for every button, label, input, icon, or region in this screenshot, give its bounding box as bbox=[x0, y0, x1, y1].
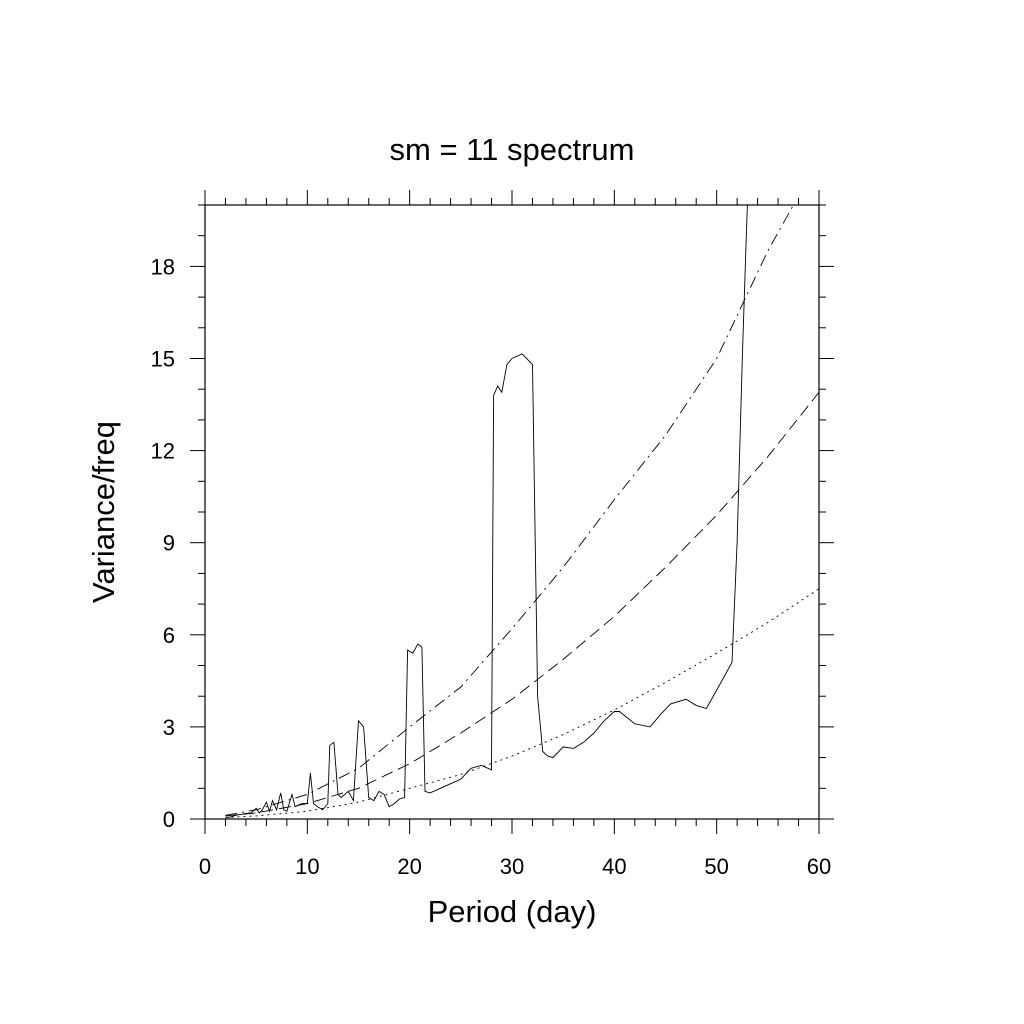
series-line-solid bbox=[225, 205, 748, 818]
x-tick-label: 20 bbox=[397, 854, 421, 879]
plot-frame bbox=[204, 204, 820, 820]
y-tick-label: 3 bbox=[163, 715, 175, 740]
y-axis-label: Variance/freq bbox=[86, 421, 121, 603]
y-tick-label: 0 bbox=[163, 807, 175, 832]
y-tick-label: 6 bbox=[163, 623, 175, 648]
y-tick-label: 9 bbox=[163, 531, 175, 556]
y-tick-label: 12 bbox=[151, 439, 175, 464]
x-tick-label: 60 bbox=[807, 854, 831, 879]
plot-lines bbox=[225, 205, 819, 818]
y-tick-label: 18 bbox=[151, 254, 175, 279]
axis-ticks bbox=[190, 190, 834, 834]
series-line-dash-dot bbox=[225, 205, 794, 816]
x-tick-label: 10 bbox=[295, 854, 319, 879]
series-line-dotted bbox=[225, 588, 819, 818]
x-tick-label: 0 bbox=[199, 854, 211, 879]
x-tick-label: 30 bbox=[500, 854, 524, 879]
chart-title: sm = 11 spectrum bbox=[390, 132, 635, 167]
x-tick-label: 40 bbox=[602, 854, 626, 879]
series-line-dashed bbox=[225, 392, 819, 817]
x-tick-label: 50 bbox=[704, 854, 728, 879]
x-axis-label: Period (day) bbox=[428, 894, 597, 929]
y-tick-label: 15 bbox=[151, 347, 175, 372]
axis-tick-labels: 0 10 20 30 40 50 60 0 3 6 9 12 15 18 bbox=[151, 254, 832, 879]
